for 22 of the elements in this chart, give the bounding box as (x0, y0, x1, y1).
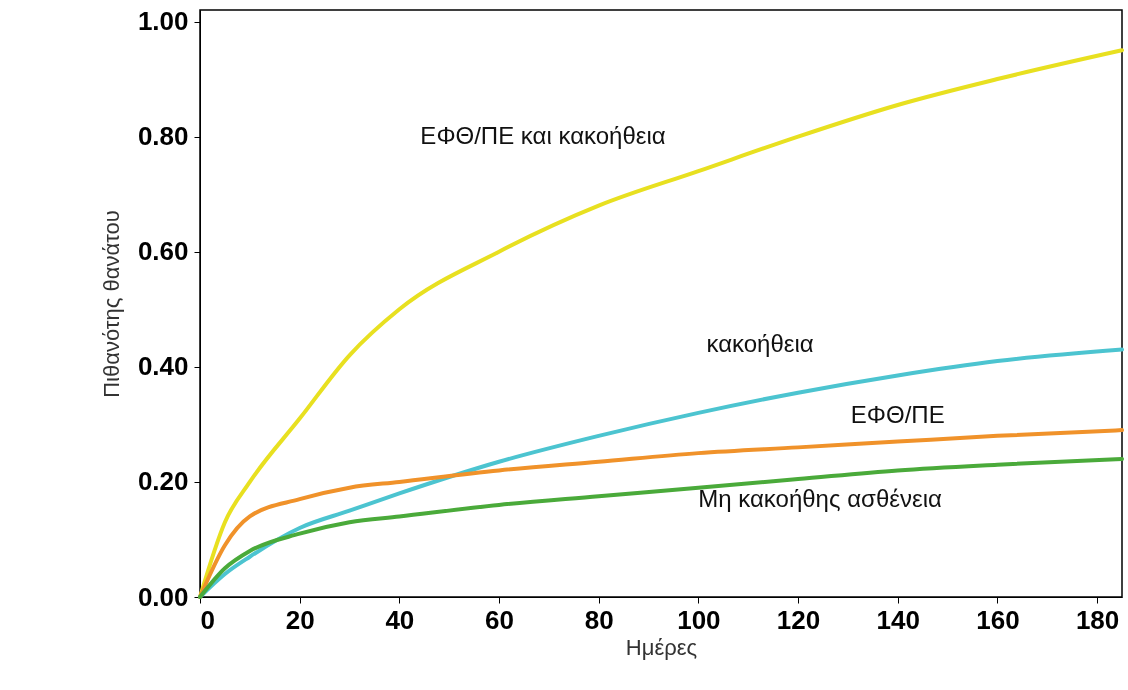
x-tick-label: 20 (285, 604, 315, 635)
series-label: ΕΦΘ/ΠΕ και κακοήθεια (420, 121, 666, 149)
x-tick-label: 140 (876, 604, 920, 635)
x-tick-label: 0 (200, 604, 215, 635)
y-tick-label: 0.00 (137, 581, 189, 612)
y-axis-title: Πιθανότης θανάτου (98, 210, 124, 398)
y-tick-label: 0.80 (137, 121, 189, 152)
y-tick-label: 1.00 (137, 6, 189, 37)
series-label: Μη κακοήθης ασθένεια (698, 485, 942, 513)
x-tick-label: 40 (385, 604, 415, 635)
x-tick-label: 180 (1075, 604, 1120, 635)
y-tick-label: 0.60 (137, 236, 189, 267)
x-tick-label: 120 (776, 604, 821, 635)
x-axis-title: Ημέρες (625, 634, 698, 660)
series-label: ΕΦΘ/ΠΕ (850, 400, 945, 428)
y-tick-label: 0.40 (137, 351, 189, 382)
x-tick-label: 60 (485, 604, 514, 635)
x-tick-label: 160 (976, 604, 1020, 635)
x-tick-label: 100 (677, 604, 721, 635)
y-tick-label: 0.20 (137, 466, 189, 497)
series-label: κακοήθεια (706, 329, 814, 357)
x-tick-label: 80 (584, 604, 614, 635)
